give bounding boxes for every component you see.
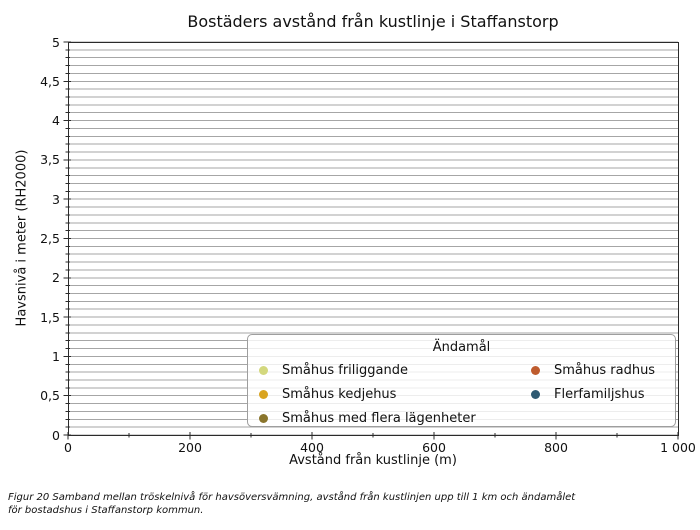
y-tick-label: 4,5 [40,73,60,89]
figure-caption: Figur 20 Samband mellan tröskelnivå för … [8,491,668,517]
legend-item: Småhus friliggande [259,358,514,382]
x-tick-label: 0 [64,440,72,455]
chart-title: Bostäders avstånd från kustlinje i Staff… [187,12,559,31]
legend-column-1: Småhus friliggande Småhus kedjehus Småhus … [259,358,514,431]
y-tick-label: 3 [52,191,60,207]
y-tick-label: 3,5 [40,152,60,168]
y-tick-label: 1 [52,348,60,364]
y-tick-label: 2 [52,270,60,286]
x-axis-label: Avstånd från kustlinje (m) [289,453,457,468]
legend-label: Småhus friliggande [282,362,408,378]
legend-marker-icon [259,389,268,399]
y-tick-label: 0,5 [40,388,60,404]
x-tick-label: 1 000 [660,440,696,455]
legend-column-2: Småhus radhus Flerfamiljshus [531,358,671,407]
x-tick-label: 200 [178,440,202,455]
legend-label: Småhus kedjehus [282,386,397,402]
y-tick-label: 2,5 [40,231,60,246]
plot-border [68,42,679,436]
legend-label: Småhus med flera lägenheter [282,411,476,427]
legend-title: Ändamål [432,340,491,355]
legend-marker-icon [259,414,268,424]
legend-marker-icon [531,365,540,375]
figure-caption-line-1: Figur 20 Samband mellan tröskelnivå för … [8,492,576,503]
legend-marker-icon [259,365,268,375]
x-tick-label: 400 [300,440,324,455]
y-tick-label: 0 [52,427,60,443]
y-tick-label: 1,5 [40,309,60,325]
x-tick-label: 800 [544,440,568,455]
legend-item: Småhus kedjehus [259,382,514,406]
y-tick-label: 4 [52,113,60,129]
legend-label: Småhus radhus [554,362,656,378]
y-tick-label: 5 [52,34,60,50]
legend-item: Småhus radhus [531,358,671,382]
x-tick-label: 600 [422,440,446,455]
legend-item: Flerfamiljshus [531,382,671,406]
legend: Ändamål Småhus friliggande Småhus kedjehu… [247,334,676,427]
legend-label: Flerfamiljshus [554,386,645,402]
y-axis-label: Havsnivå i meter (RH2000) [14,149,30,327]
figure-caption-line-2: för bostadshus i Staffanstorp kommun. [8,505,204,516]
legend-marker-icon [531,389,540,399]
legend-item: Småhus med flera lägenheter [259,407,514,431]
